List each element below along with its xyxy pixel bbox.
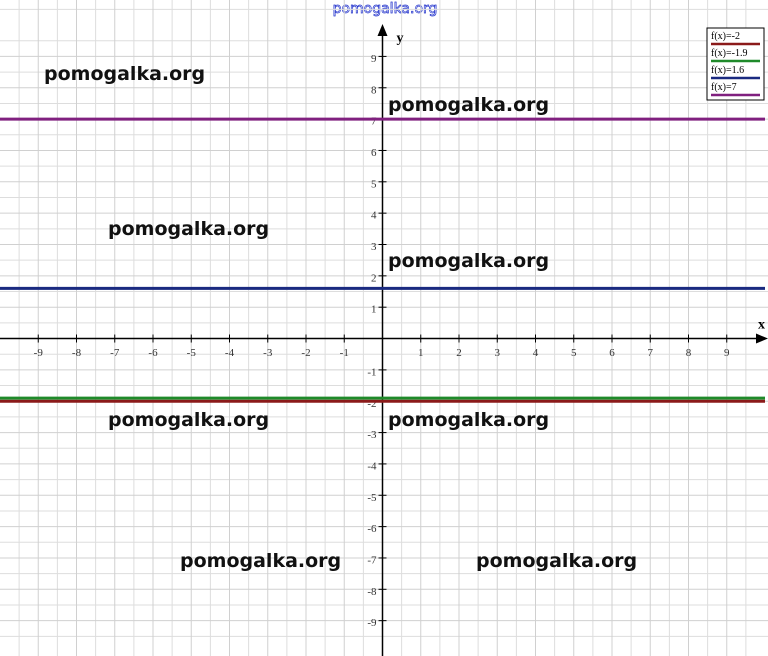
x-tick-label: 8 [686,347,692,359]
y-tick-label: -9 [367,617,377,629]
legend-label: f(x)=-2 [711,31,740,42]
y-axis-label: y [397,31,404,46]
legend-label: f(x)=-1.9 [711,48,747,59]
y-tick-label: 8 [371,84,377,96]
watermark: pomogalka.org [476,550,637,572]
watermark: pomogalka.org [388,409,549,431]
x-tick-label: -3 [263,347,273,359]
x-tick-label: 7 [648,347,654,359]
y-tick-label: -6 [367,523,377,535]
x-arrow [756,333,768,344]
x-tick-label: -5 [187,347,197,359]
y-tick-label: 6 [371,147,377,159]
x-axis-label: x [758,318,765,333]
x-tick-label: -6 [148,347,158,359]
x-tick-label: 3 [495,347,501,359]
watermark: pomogalka.org [388,250,549,272]
y-tick-label: -8 [367,586,377,598]
y-tick-label: 2 [371,272,377,284]
x-tick-label: 4 [533,347,539,359]
legend-label: f(x)=1.6 [711,65,744,76]
y-tick-label: -4 [367,460,377,472]
x-tick-label: 6 [609,347,615,359]
x-tick-label: 5 [571,347,577,359]
y-tick-label: 3 [371,241,377,253]
x-tick-label: -7 [110,347,120,359]
y-tick-label: 4 [371,210,377,222]
y-tick-label: -3 [367,429,377,441]
y-tick-label: 5 [371,178,377,190]
x-tick-label: 2 [456,347,462,359]
y-tick-label: -7 [367,554,377,566]
y-tick-label: 1 [371,304,377,316]
y-tick-label: -5 [367,492,377,504]
y-tick-label: 9 [371,53,377,65]
watermark: pomogalka.org [388,94,549,116]
watermark: pomogalka.org [180,550,341,572]
legend-label: f(x)=7 [711,82,737,93]
x-tick-label: -4 [225,347,235,359]
legend-box [706,27,765,101]
x-tick-label: -1 [340,347,349,359]
x-tick-label: -9 [34,347,44,359]
x-tick-label: 1 [418,347,424,359]
watermark: pomogalka.org [108,409,269,431]
y-arrow [377,24,388,36]
watermark: pomogalka.org [108,218,269,240]
x-tick-label: 9 [724,347,730,359]
y-tick-label: -2 [367,398,376,410]
x-tick-label: -2 [301,347,310,359]
y-tick-label: -1 [367,366,376,378]
x-tick-label: -8 [72,347,82,359]
watermark: pomogalka.org [44,63,205,85]
y-tick-label: 7 [371,116,377,128]
